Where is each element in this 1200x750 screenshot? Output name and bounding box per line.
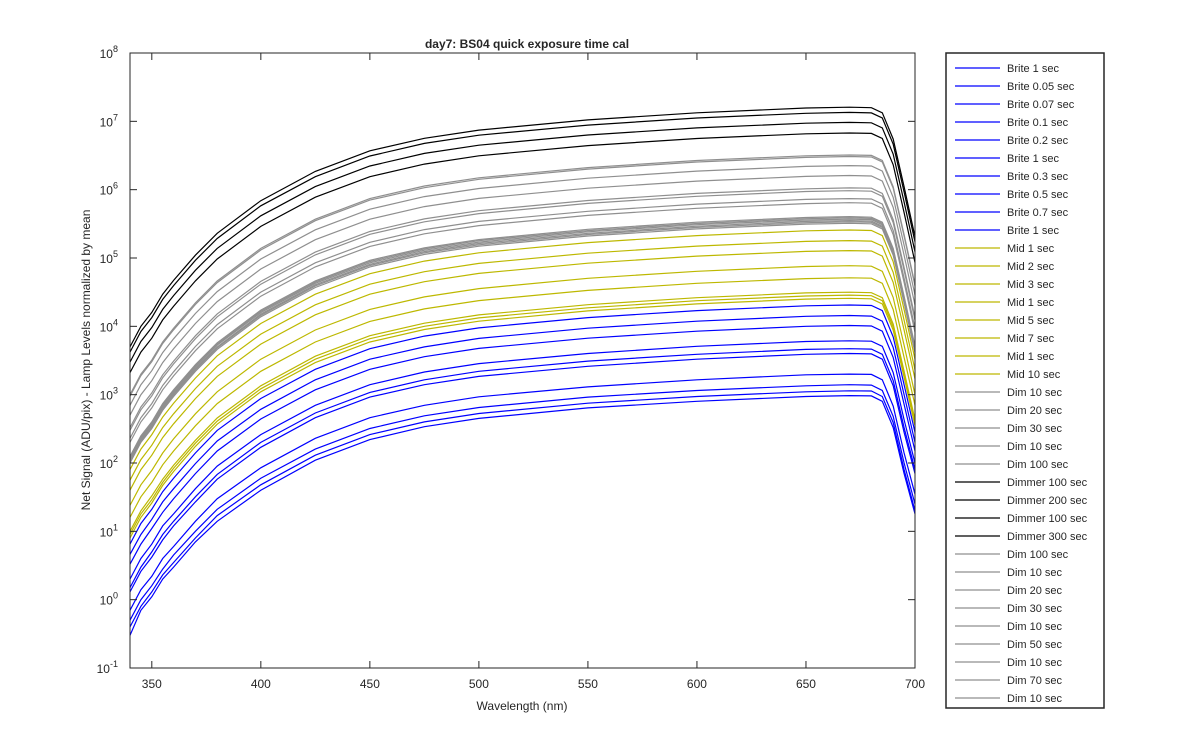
series-line [129, 394, 916, 636]
legend-label: Dim 100 sec [1007, 549, 1069, 561]
series-line [129, 239, 916, 481]
legend: Brite 1 sec Brite 0.05 sec Brite 0.07 sec B… [945, 52, 1105, 709]
legend-label: Brite 1 sec [1007, 153, 1059, 165]
legend-label: Mid 5 sec [1007, 315, 1055, 327]
series-line [129, 304, 916, 545]
legend-label: Dim 70 sec [1007, 675, 1063, 687]
legend-label: Dim 50 sec [1007, 639, 1063, 651]
series-line [129, 164, 916, 406]
series-line [129, 197, 916, 439]
legend-label: Dim 20 sec [1007, 405, 1063, 417]
series-line [129, 249, 916, 491]
plot-area: 350 400 450 500 550 600 650 700 10-110010110210… [97, 44, 926, 691]
legend-label: Dim 30 sec [1007, 603, 1063, 615]
legend-label: Mid 10 sec [1007, 369, 1061, 381]
legend-label: Dim 10 sec [1007, 387, 1063, 399]
series-line [129, 190, 916, 431]
legend-label: Brite 0.05 sec [1007, 81, 1075, 93]
series-line [129, 294, 916, 535]
x-tick-label: 650 [796, 677, 816, 691]
x-tick-label: 400 [251, 677, 271, 691]
legend-label: Brite 1 sec [1007, 225, 1059, 237]
series-line [129, 215, 916, 457]
series-line [129, 384, 916, 621]
legend-label: Mid 7 sec [1007, 333, 1055, 345]
series-line [129, 348, 916, 588]
legend-label: Dimmer 100 sec [1007, 513, 1088, 525]
legend-label: Brite 0.3 sec [1007, 171, 1069, 183]
legend-label: Dim 30 sec [1007, 423, 1063, 435]
legend-label: Dimmer 300 sec [1007, 531, 1088, 543]
legend-label: Brite 1 sec [1007, 63, 1059, 75]
x-axis-label: Wavelength (nm) [477, 699, 568, 713]
legend-label: Brite 0.5 sec [1007, 189, 1069, 201]
series-line [129, 111, 916, 353]
series-line [129, 132, 916, 373]
legend-label: Mid 1 sec [1007, 351, 1055, 363]
legend-label: Dim 20 sec [1007, 585, 1063, 597]
legend-label: Dimmer 100 sec [1007, 477, 1088, 489]
x-tick-label: 350 [142, 677, 162, 691]
series-line [129, 314, 916, 555]
series-line [129, 219, 916, 461]
series-line [129, 265, 916, 506]
x-tick-label: 450 [360, 677, 380, 691]
legend-label: Dim 100 sec [1007, 459, 1069, 471]
series-line [129, 222, 916, 464]
x-tick-label: 700 [905, 677, 925, 691]
series-line [129, 174, 916, 416]
legend-items: Brite 1 sec Brite 0.05 sec Brite 0.07 sec B… [955, 63, 1088, 705]
y-axis-label: Net Signal (ADU/pix) - Lamp Levels norma… [79, 210, 93, 511]
x-tick-label: 600 [687, 677, 707, 691]
axes-background [130, 53, 915, 668]
series-line [129, 187, 916, 428]
legend-label: Brite 0.2 sec [1007, 135, 1069, 147]
legend-label: Dim 10 sec [1007, 567, 1063, 579]
legend-label: Brite 0.7 sec [1007, 207, 1069, 219]
axes-box [129, 52, 916, 669]
legend-label: Dimmer 200 sec [1007, 495, 1088, 507]
series-line [129, 154, 916, 395]
series-line [129, 121, 916, 363]
series-layer [129, 106, 916, 636]
legend-label: Dim 10 sec [1007, 693, 1063, 705]
series-line [129, 324, 916, 565]
legend-label: Dim 10 sec [1007, 621, 1063, 633]
series-line [129, 373, 916, 611]
series-line [129, 390, 916, 628]
series-line [129, 291, 916, 532]
x-tick-label: 500 [469, 677, 489, 691]
legend-label: Brite 0.07 sec [1007, 99, 1075, 111]
legend-label: Mid 2 sec [1007, 261, 1055, 273]
series-line [129, 352, 916, 593]
x-axis-ticks: 350 400 450 500 550 600 650 700 [142, 53, 925, 691]
legend-label: Mid 1 sec [1007, 243, 1055, 255]
legend-label: Mid 1 sec [1007, 297, 1055, 309]
legend-box [945, 52, 1105, 709]
series-line [129, 106, 916, 348]
series-line [129, 221, 916, 462]
legend-label: Dim 10 sec [1007, 441, 1063, 453]
series-line [129, 229, 916, 470]
legend-label: Brite 0.1 sec [1007, 117, 1069, 129]
series-line [129, 202, 916, 443]
chart-title: day7: BS04 quick exposure time cal [425, 37, 629, 51]
series-line [129, 218, 916, 460]
series-line [129, 340, 916, 580]
series-line [129, 217, 916, 458]
series-line [129, 277, 916, 518]
legend-label: Dim 10 sec [1007, 657, 1063, 669]
legend-label: Mid 3 sec [1007, 279, 1055, 291]
series-line [129, 297, 916, 539]
x-tick-label: 550 [578, 677, 598, 691]
series-line [129, 155, 916, 397]
